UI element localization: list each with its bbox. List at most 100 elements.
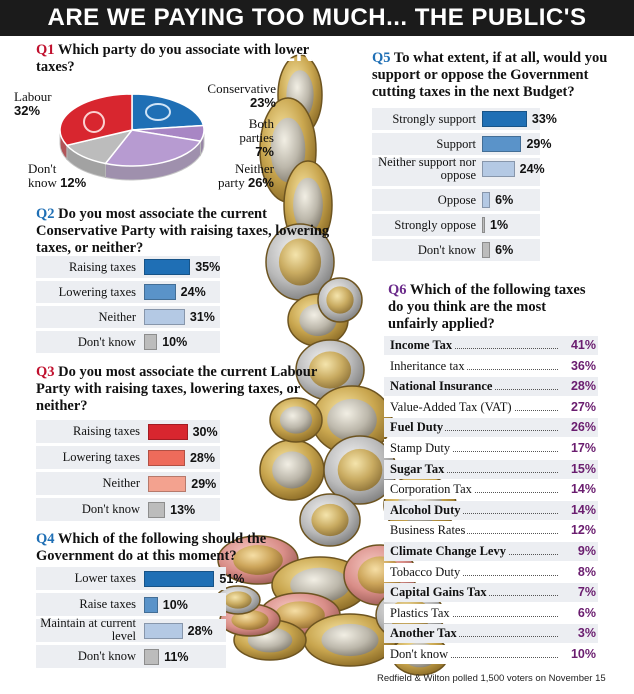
q4-row-band — [36, 593, 226, 616]
pie-label-conservative-pct: 23% — [249, 95, 276, 110]
q6-tax-pct: 6% — [575, 605, 596, 620]
q6-tax-name: Fuel Duty — [390, 420, 446, 436]
q4-row: Maintain at current level 28% — [0, 617, 634, 643]
pie-label-labour-pct: 32% — [14, 103, 41, 118]
q6-table-row: Income Tax 41% — [384, 336, 598, 355]
q4-row-band — [36, 645, 226, 668]
q4-row: Raise taxes 10% — [0, 593, 634, 615]
pie-slice-neither-party — [104, 129, 202, 167]
q2-row: Neither 31% — [0, 306, 634, 328]
q2-bar — [144, 309, 185, 325]
q3-row: Neither 29% — [0, 472, 634, 494]
q6-table-row: National Insurance 28% — [384, 377, 598, 397]
q3-number: Q3 — [36, 364, 55, 380]
q5-bar-value: 29% — [526, 137, 552, 151]
q5-row: Neither support nor oppose 24% — [0, 155, 634, 182]
pie-label-both-parties: Both parties 7% — [226, 117, 274, 159]
pie-slice-labour — [59, 93, 133, 147]
conservative-tree-icon — [145, 103, 171, 121]
q5-question: Q5 To what extent, if at all, would you … — [372, 50, 622, 101]
q2-row-band — [36, 331, 220, 353]
q6-table-row: Capital Gains Tax 7% — [384, 583, 598, 603]
q6-dot-leader — [390, 503, 558, 514]
q3-row-label: Neither — [102, 476, 140, 490]
q4-bar — [144, 596, 158, 613]
q6-tax-name: Value-Added Tax (VAT) — [390, 399, 514, 415]
q6-table-row: Don't know 10% — [384, 645, 598, 664]
footer-source-note: Redfield & Wilton polled 1,500 voters on… — [377, 673, 606, 684]
q6-tax-name: Capital Gains Tax — [390, 585, 489, 601]
q5-row: Don't know 6% — [0, 239, 634, 261]
q4-bar-value: 11% — [164, 649, 189, 664]
q2-bar-value: 10% — [162, 335, 188, 349]
q6-question-text: Which of the following taxes do you thin… — [388, 282, 586, 332]
q2-row: Lowering taxes 24% — [0, 281, 634, 303]
q6-tax-pct: 14% — [568, 482, 596, 497]
pie-label-neither-pct: 26% — [247, 175, 274, 190]
q5-bar — [482, 136, 522, 152]
q3-bar — [148, 423, 188, 440]
q2-row-label: Raising taxes — [68, 259, 136, 274]
q3-row: Don't know 13% — [0, 498, 634, 520]
pie-label-dont-know: Don't know 12% — [28, 162, 88, 190]
labour-rose-icon — [83, 111, 105, 133]
q2-bar — [144, 259, 191, 275]
q5-bar-value: 33% — [531, 112, 557, 126]
pie-label-both-pct: 7% — [255, 144, 274, 159]
q6-table-row: Value-Added Tax (VAT) 27% — [384, 397, 598, 417]
q5-row-label: Neither support nor oppose — [378, 155, 476, 182]
q6-dot-leader — [390, 626, 558, 638]
pie-label-neither-l1: Neither — [235, 161, 274, 176]
q6-tax-pct: 26% — [568, 420, 596, 435]
q5-bar-value: 6% — [495, 193, 514, 207]
q3-bar — [148, 449, 185, 466]
q3-question-text: Do you most associate the current Labour… — [36, 364, 317, 414]
q3-row-label: Raising taxes — [72, 424, 140, 438]
page-title: ARE WE PAYING TOO MUCH... THE PUBLIC'S V… — [0, 0, 634, 67]
q6-dot-leader — [390, 338, 558, 349]
q4-row-label: Don't know — [77, 649, 136, 663]
pie-label-neither-party: Neither party 26% — [204, 162, 274, 190]
pie-label-labour-name: Labour — [14, 89, 52, 104]
q6-tax-name: Alcohol Duty — [390, 502, 463, 518]
q6-tax-pct: 15% — [568, 461, 596, 476]
q6-tax-name: Another Tax — [390, 626, 459, 642]
q6-tax-name: Don't know — [390, 647, 451, 662]
q2-bar — [144, 284, 176, 300]
q5-row-band — [372, 239, 540, 261]
q6-tax-pct: 12% — [568, 523, 596, 538]
q5-bar — [482, 217, 485, 233]
pie-label-dk-l1: Don't — [28, 161, 57, 176]
pie-label-neither-l2: party — [218, 175, 245, 190]
q5-row-label: Strongly support — [392, 111, 476, 126]
q4-bar-value: 51% — [219, 571, 245, 586]
q5-row-band — [372, 189, 540, 211]
q3-question: Q3 Do you most associate the current Lab… — [36, 364, 336, 415]
q4-row-label: Raise taxes — [79, 597, 136, 611]
q4-bar — [144, 648, 160, 665]
q1-pie-chart — [59, 93, 205, 181]
q1-question-text: Which party do you associate with lower … — [36, 42, 309, 75]
q6-tax-pct: 3% — [575, 626, 596, 641]
q6-dot-leader — [390, 462, 558, 473]
q6-tax-pct: 10% — [568, 647, 596, 661]
q3-bar — [148, 501, 166, 518]
q6-tax-pct: 17% — [568, 441, 596, 455]
q5-question-text: To what extent, if at all, would you sup… — [372, 50, 608, 100]
q3-bar-value: 29% — [191, 476, 217, 491]
q3-bar-value: 28% — [189, 450, 215, 465]
q2-row-label: Neither — [98, 309, 136, 324]
q3-row-label: Don't know — [81, 502, 140, 516]
q6-tax-pct: 28% — [568, 379, 596, 394]
q5-row-label: Don't know — [417, 242, 476, 257]
pie-label-dk-pct: 12% — [60, 175, 87, 190]
q2-bar-value: 35% — [195, 260, 221, 274]
q6-tax-name: Inheritance tax — [390, 358, 467, 374]
q4-bar-value: 28% — [187, 623, 213, 638]
q6-dot-leader — [390, 359, 558, 370]
q5-row: Oppose 6% — [0, 189, 634, 211]
q6-table-row: Tobacco Duty 8% — [384, 562, 598, 582]
q6-table-row: Alcohol Duty 14% — [384, 500, 598, 520]
q6-dot-leader — [390, 606, 558, 617]
q5-bar — [482, 192, 491, 208]
